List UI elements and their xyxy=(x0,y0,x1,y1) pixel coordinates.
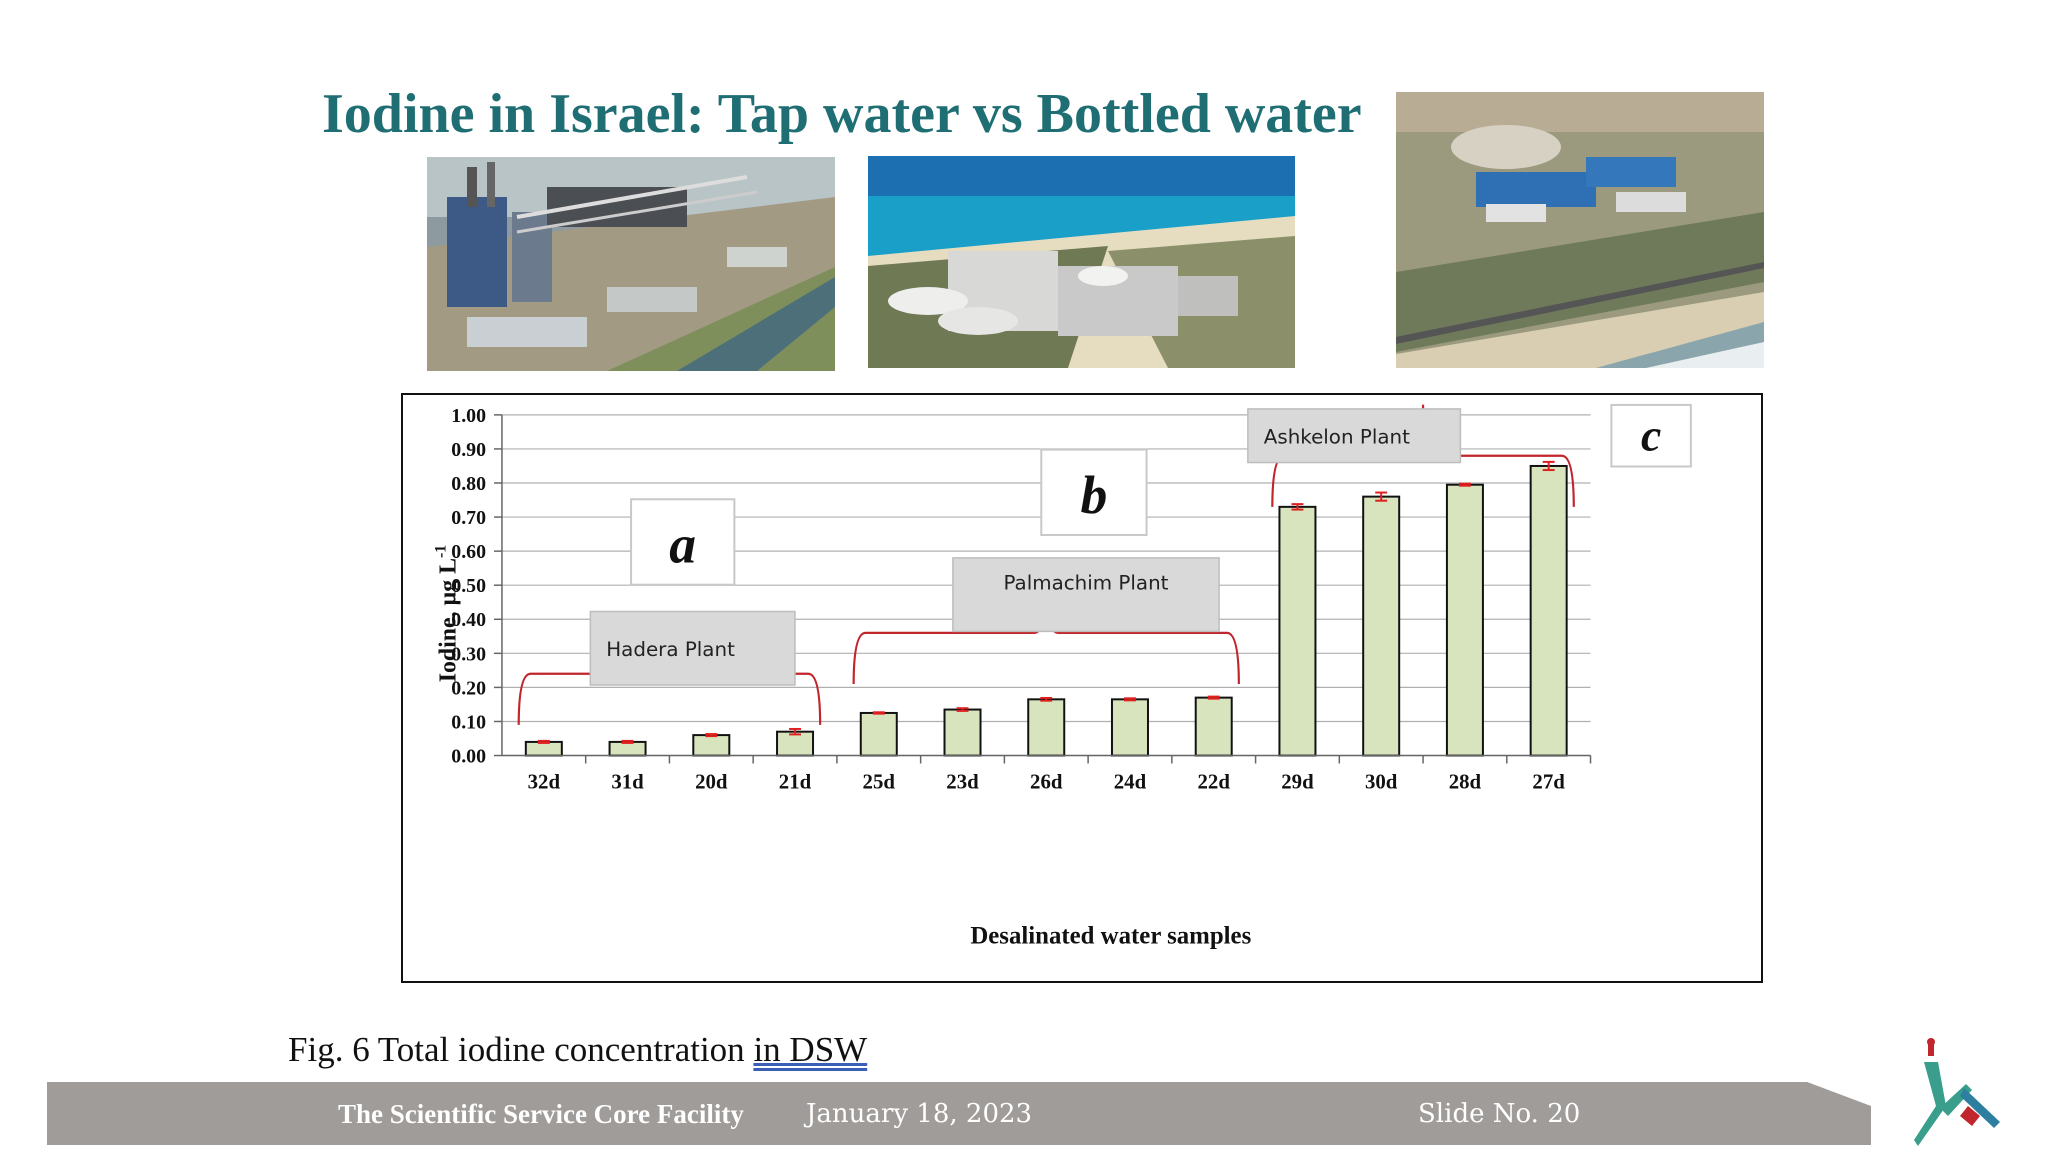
slide-title: Iodine in Israel: Tap water vs Bottled w… xyxy=(322,83,1362,145)
x-tick-label: 27d xyxy=(1532,769,1565,793)
plant-label: Palmachim Plant xyxy=(1003,572,1168,595)
axes xyxy=(494,414,1592,764)
x-tick-label: 28d xyxy=(1449,769,1482,793)
bar xyxy=(1278,505,1317,757)
x-tick-label: 26d xyxy=(1030,769,1063,793)
bar xyxy=(1110,698,1149,757)
hadera-plant-photo xyxy=(427,157,835,371)
x-tick-label: 20d xyxy=(695,769,728,793)
y-tick-label: 1.00 xyxy=(451,405,486,427)
caption-text: Fig. 6 Total iodine concentration xyxy=(288,1030,754,1069)
bar xyxy=(943,708,982,757)
x-tick-label: 29d xyxy=(1281,769,1314,793)
x-tick-label: 24d xyxy=(1114,769,1147,793)
y-tick-label: 0.70 xyxy=(451,507,486,529)
group-letter: a xyxy=(669,514,696,574)
x-tick-label: 31d xyxy=(611,769,644,793)
bar xyxy=(692,734,731,757)
figure-caption: Fig. 6 Total iodine concentration in DSW xyxy=(288,1030,867,1070)
footer-facility: The Scientific Service Core Facility xyxy=(338,1099,744,1129)
tick-labels: 0.00 0.10 0.20 0.30 0.40 0.50 0.60 0.70 0.80 0.90… xyxy=(451,405,1565,793)
y-axis-label: Iodine, µg L-1 xyxy=(432,545,461,683)
y-tick-label: 0.20 xyxy=(451,677,486,699)
group-letter: c xyxy=(1641,410,1661,461)
plant-label: Hadera Plant xyxy=(606,638,735,661)
footer-bar xyxy=(47,1082,1871,1145)
caption-link[interactable]: in DSW xyxy=(753,1030,868,1069)
plant-label-box xyxy=(589,610,796,686)
bar xyxy=(1194,696,1233,757)
bar xyxy=(1027,698,1066,757)
y-tick-label: 0.10 xyxy=(451,711,486,733)
plant-label-box xyxy=(952,557,1220,633)
plant-label-box xyxy=(1247,408,1462,464)
group-letter-box xyxy=(1040,448,1148,537)
group-annotations: a Hadera Plant b Palmachim Plant c Ashkelon P… xyxy=(517,403,1692,725)
bar xyxy=(1445,483,1484,757)
bar xyxy=(1362,495,1401,757)
footer-date: January 18, 2023 xyxy=(806,1099,1033,1129)
ashkelon-plant-photo xyxy=(1396,92,1764,368)
y-tick-label: 0.50 xyxy=(451,575,486,597)
bar xyxy=(1529,464,1568,757)
footer-slide-number: Slide No. 20 xyxy=(1418,1099,1581,1129)
error-bars xyxy=(537,460,1555,744)
y-tick-label: 0.60 xyxy=(451,541,486,563)
y-tick-label: 0.00 xyxy=(451,745,486,767)
plant-label: Ashkelon Plant xyxy=(1264,426,1410,449)
bar-chart: 0.00 0.10 0.20 0.30 0.40 0.50 0.60 0.70 0.80 0.90… xyxy=(432,403,1692,949)
x-tick-label: 23d xyxy=(946,769,979,793)
y-tick-label: 0.40 xyxy=(451,609,486,631)
bars xyxy=(524,464,1568,757)
y-tick-label: 0.80 xyxy=(451,473,486,495)
x-tick-label: 22d xyxy=(1197,769,1230,793)
bar xyxy=(608,740,647,757)
y-tick-label: 0.30 xyxy=(451,643,486,665)
group-letter-box xyxy=(630,498,736,586)
group-letter: b xyxy=(1081,465,1108,525)
x-axis-label: Desalinated water samples xyxy=(970,922,1251,949)
y-tick-label: 0.90 xyxy=(451,439,486,461)
institution-logo-icon xyxy=(1914,1038,2000,1146)
x-tick-label: 32d xyxy=(528,769,561,793)
x-tick-label: 30d xyxy=(1365,769,1398,793)
bar xyxy=(859,711,898,757)
x-tick-label: 21d xyxy=(779,769,812,793)
group-letter-box xyxy=(1610,403,1692,468)
chart-frame: 0.00 0.10 0.20 0.30 0.40 0.50 0.60 0.70 0.80 0.90… xyxy=(401,393,1763,983)
bar xyxy=(524,740,563,757)
palmachim-plant-photo xyxy=(868,156,1295,368)
x-tick-label: 25d xyxy=(863,769,896,793)
